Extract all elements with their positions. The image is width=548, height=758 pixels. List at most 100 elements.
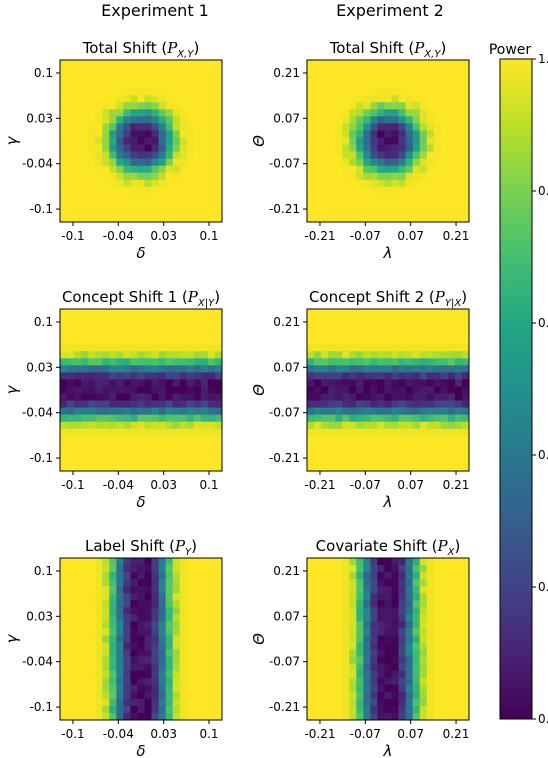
heatmap-cell [377,316,385,324]
heatmap-cell [207,614,216,622]
heatmap-cell [440,344,449,352]
heatmap-cell [144,193,152,202]
heatmap-cell [321,88,329,96]
heatmap-cell [433,207,442,216]
heatmap-cell [81,456,89,465]
heatmap-cell [377,463,385,472]
heatmap-cell [144,109,152,117]
heatmap-cell [440,102,449,110]
heatmap-cell [123,130,131,138]
heatmap-cell [328,628,336,636]
heatmap-cell [419,607,428,615]
heatmap-cell [342,123,350,131]
heatmap-cell [356,649,364,657]
heatmap-cell [377,407,385,415]
heatmap-cell [342,572,350,580]
heatmap-cell [342,158,350,166]
heatmap-cell [363,670,371,679]
heatmap-cell [363,593,371,601]
heatmap-cell [419,565,428,573]
heatmap-cell [384,200,392,209]
heatmap-cell [67,379,75,387]
heatmap-cell [370,442,378,451]
heatmap-cell [151,684,159,693]
heatmap-cell [109,172,117,181]
heatmap-cell [377,151,385,159]
heatmap-cell [384,442,392,451]
heatmap-cell [391,151,399,159]
heatmap-cell [314,337,322,345]
heatmap-cell [88,428,96,437]
heatmap-cell [200,130,209,138]
heatmap-cell [74,621,82,629]
heatmap-cell [123,74,131,82]
heatmap-cell [419,572,428,580]
heatmap-cell [447,179,456,188]
heatmap-cell [123,400,131,408]
heatmap-cell [88,435,96,444]
heatmap-cell [328,698,336,707]
heatmap-cell [328,309,336,317]
heatmap-cell [328,586,336,594]
heatmap-cell [214,691,223,700]
heatmap-cell [214,621,223,629]
heatmap-cell [356,663,364,672]
heatmap-cell [419,614,428,622]
heatmap-cell [321,677,329,686]
heatmap-cell [349,379,357,387]
heatmap-cell [158,323,166,331]
heatmap-cell [370,393,378,401]
heatmap-cell [60,60,68,68]
heatmap-cell [461,207,470,216]
heatmap-cell [102,193,110,202]
heatmap-cell [123,607,131,615]
heatmap-cell [447,642,456,650]
heatmap-cell [440,558,449,566]
heatmap-cell [95,130,103,138]
heatmap-cell [314,565,322,573]
heatmap-cell [398,365,406,373]
heatmap-cell [433,621,442,629]
heatmap-cell [109,621,117,629]
heatmap-cell [342,393,350,401]
heatmap-cell [356,656,364,664]
heatmap-cell [88,330,96,338]
heatmap-cell [398,393,406,401]
heatmap-cell [130,81,138,89]
heatmap-cell [165,165,174,174]
heatmap-cell [349,579,357,587]
heatmap-cell [165,435,174,444]
heatmap-cell [60,67,68,75]
heatmap-cell [440,309,449,317]
heatmap-cell [335,207,343,216]
heatmap-cell [109,393,117,401]
heatmap-cell [172,116,181,124]
heatmap-cell [440,214,449,223]
heatmap-cell [144,214,152,223]
heatmap-cell [67,670,75,679]
heatmap-cell [179,565,188,573]
heatmap-cell [328,428,336,437]
heatmap-cell [186,586,195,594]
heatmap-cell [356,214,364,223]
heatmap-cell [67,74,75,82]
heatmap-cell [328,705,336,714]
heatmap-cells [307,60,470,223]
heatmap-cell [207,449,216,458]
heatmap-cell [67,705,75,714]
heatmap-cell [172,386,181,394]
heatmap-cell [116,607,124,615]
heatmap-cell [74,67,82,75]
heatmap-cell [363,151,371,159]
heatmap-cell [314,158,322,166]
heatmap-cell [207,670,216,679]
heatmap-cell [398,600,406,608]
heatmap-cell [307,67,315,75]
heatmap-cell [60,607,68,615]
heatmap-cell [328,607,336,615]
heatmap-cell [335,698,343,707]
heatmap-cell [405,337,413,345]
heatmap-cell [186,144,195,152]
heatmap-cell [363,400,371,408]
heatmap-cell [433,677,442,686]
